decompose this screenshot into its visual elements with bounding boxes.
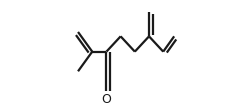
Text: O: O bbox=[102, 93, 111, 106]
